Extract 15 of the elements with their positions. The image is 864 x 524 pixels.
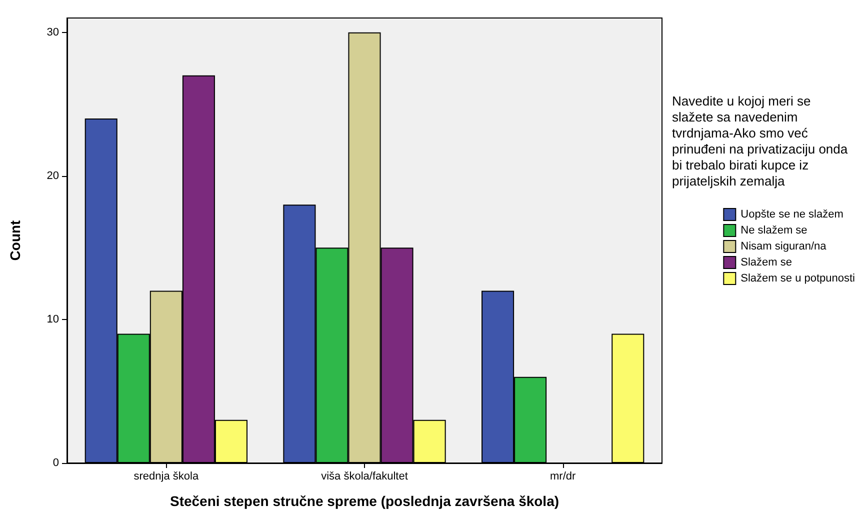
y-tick-label: 30 xyxy=(46,26,59,38)
legend-label: Ne slažem se xyxy=(740,224,808,236)
y-axis-title: Count xyxy=(7,220,23,261)
legend-label: Slažem se u potpunosti xyxy=(740,272,856,284)
legend-label: Slažem se xyxy=(740,256,792,268)
legend-label: Uopšte se ne slažem xyxy=(740,208,844,220)
y-tick-label: 20 xyxy=(46,170,59,182)
x-tick-label: srednja škola xyxy=(134,470,200,482)
legend-label: Nisam siguran/na xyxy=(740,240,828,252)
x-tick-label: viša škola/fakultet xyxy=(321,470,408,482)
y-tick-label: 10 xyxy=(46,313,59,326)
y-tick-label: 0 xyxy=(52,457,59,469)
x-tick-label: mr/dr xyxy=(550,470,576,482)
legend-title: Navedite u kojoj meri se slažete sa navedenim tvrdnjama-Ako smo već prinuđeni na privatizaciju onda bi trebalo birati kupce iz prijateljskih zemalja xyxy=(672,94,852,188)
x-axis-title: Stečeni stepen stručne spreme (poslednja završena škola) xyxy=(170,493,560,509)
